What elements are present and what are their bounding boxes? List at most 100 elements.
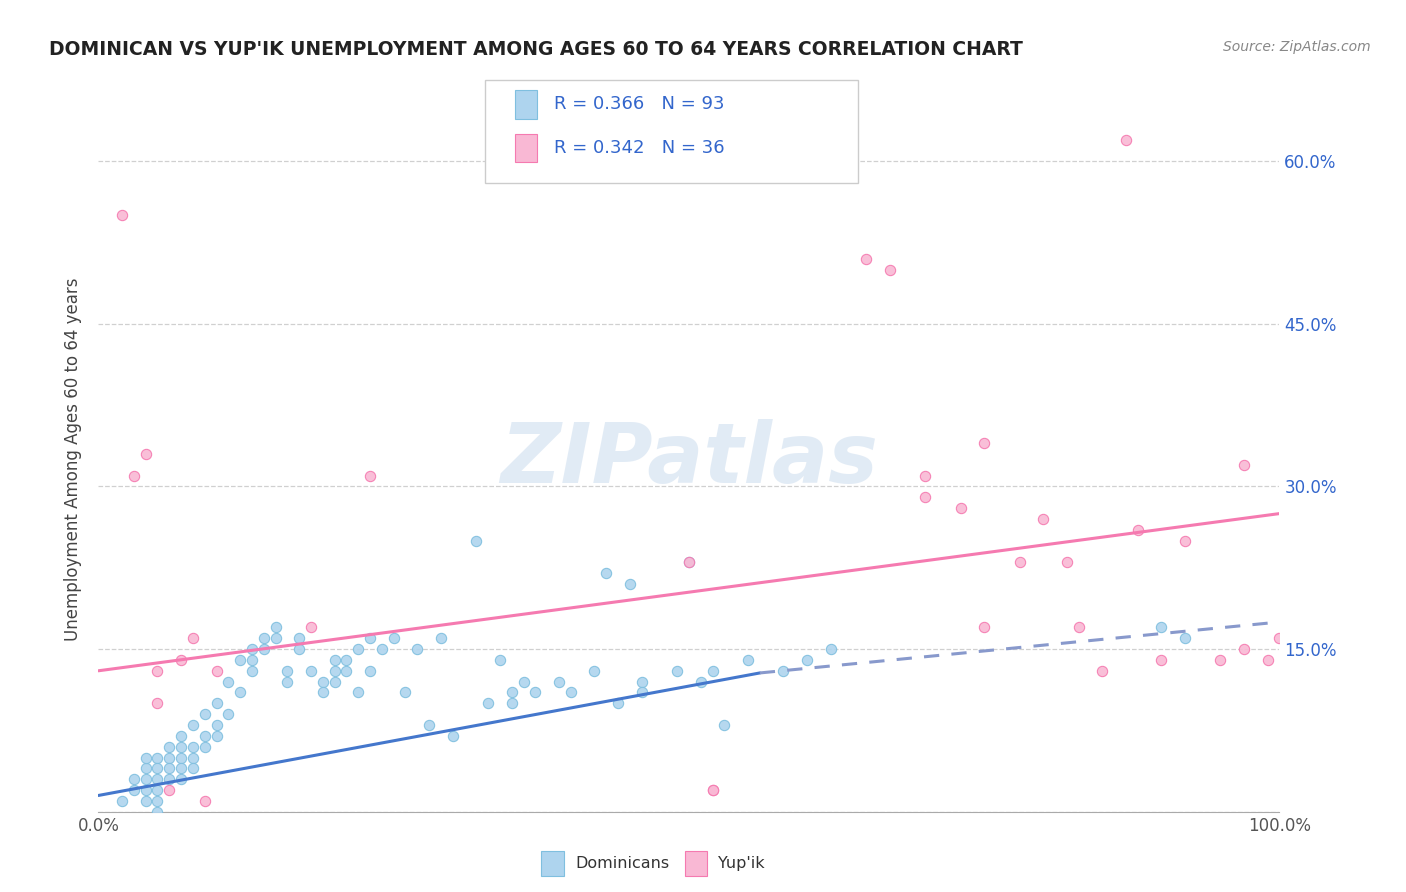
Point xyxy=(135,761,157,775)
Point xyxy=(170,761,193,775)
Point xyxy=(276,664,298,678)
Point xyxy=(135,447,157,461)
Point xyxy=(135,783,157,797)
Point xyxy=(406,642,429,657)
Point xyxy=(181,750,204,764)
Point xyxy=(1067,620,1090,634)
Point xyxy=(240,642,263,657)
Point xyxy=(299,620,322,634)
Point xyxy=(181,761,204,775)
Point xyxy=(157,739,180,754)
Point xyxy=(359,632,381,646)
Point xyxy=(713,718,735,732)
Point xyxy=(702,783,724,797)
Point xyxy=(146,794,169,808)
Point xyxy=(264,632,287,646)
Point xyxy=(394,685,416,699)
Point xyxy=(181,718,204,732)
Point xyxy=(689,674,711,689)
Point xyxy=(122,772,145,787)
Point xyxy=(619,577,641,591)
Point xyxy=(205,729,228,743)
Point xyxy=(264,620,287,634)
Point xyxy=(135,772,157,787)
Point xyxy=(666,664,689,678)
Point xyxy=(205,718,228,732)
Point xyxy=(146,696,169,710)
Point xyxy=(1233,458,1256,472)
Point xyxy=(146,664,169,678)
Point xyxy=(548,674,571,689)
Point xyxy=(1032,512,1054,526)
Point xyxy=(146,750,169,764)
Point xyxy=(276,674,298,689)
Point xyxy=(1174,533,1197,548)
Y-axis label: Unemployment Among Ages 60 to 64 years: Unemployment Among Ages 60 to 64 years xyxy=(65,277,83,641)
Point xyxy=(359,468,381,483)
Point xyxy=(335,664,357,678)
Point xyxy=(465,533,488,548)
Point xyxy=(240,664,263,678)
Point xyxy=(973,436,995,450)
Point xyxy=(737,653,759,667)
Point xyxy=(359,664,381,678)
Point xyxy=(194,707,217,722)
Point xyxy=(170,739,193,754)
Point xyxy=(1056,555,1078,569)
Point xyxy=(111,209,134,223)
Point xyxy=(122,783,145,797)
Point xyxy=(1150,620,1173,634)
Point xyxy=(157,750,180,764)
Point xyxy=(323,674,346,689)
Point xyxy=(879,262,901,277)
Point xyxy=(157,761,180,775)
Point xyxy=(430,632,453,646)
Point xyxy=(524,685,547,699)
Point xyxy=(607,696,630,710)
Point xyxy=(949,501,972,516)
Point xyxy=(630,674,652,689)
Point xyxy=(217,707,239,722)
Point xyxy=(146,772,169,787)
Point xyxy=(914,468,936,483)
Text: R = 0.342   N = 36: R = 0.342 N = 36 xyxy=(554,139,724,157)
Point xyxy=(253,632,276,646)
Point xyxy=(501,696,523,710)
Point xyxy=(820,642,842,657)
Point xyxy=(312,685,335,699)
Point xyxy=(146,783,169,797)
Point xyxy=(1115,132,1137,146)
Point xyxy=(205,664,228,678)
Point xyxy=(170,750,193,764)
Point xyxy=(194,739,217,754)
Text: Yup'ik: Yup'ik xyxy=(718,856,765,871)
Point xyxy=(1150,653,1173,667)
Point xyxy=(335,653,357,667)
Point xyxy=(678,555,700,569)
Point xyxy=(122,468,145,483)
Text: Dominicans: Dominicans xyxy=(575,856,669,871)
Point xyxy=(1233,642,1256,657)
Point xyxy=(347,685,370,699)
Point xyxy=(855,252,877,266)
Point xyxy=(253,642,276,657)
Point xyxy=(702,783,724,797)
Point xyxy=(1091,664,1114,678)
Point xyxy=(441,729,464,743)
Point xyxy=(288,642,311,657)
Point xyxy=(371,642,394,657)
Point xyxy=(1268,632,1291,646)
Point xyxy=(772,664,794,678)
Point xyxy=(217,674,239,689)
Point xyxy=(229,685,252,699)
Point xyxy=(347,642,370,657)
Point xyxy=(323,664,346,678)
Point xyxy=(288,632,311,646)
Point xyxy=(418,718,440,732)
Point xyxy=(477,696,499,710)
Text: DOMINICAN VS YUP'IK UNEMPLOYMENT AMONG AGES 60 TO 64 YEARS CORRELATION CHART: DOMINICAN VS YUP'IK UNEMPLOYMENT AMONG A… xyxy=(49,40,1024,59)
Point xyxy=(157,783,180,797)
Point xyxy=(135,794,157,808)
Point xyxy=(1209,653,1232,667)
Text: R = 0.366   N = 93: R = 0.366 N = 93 xyxy=(554,95,724,113)
